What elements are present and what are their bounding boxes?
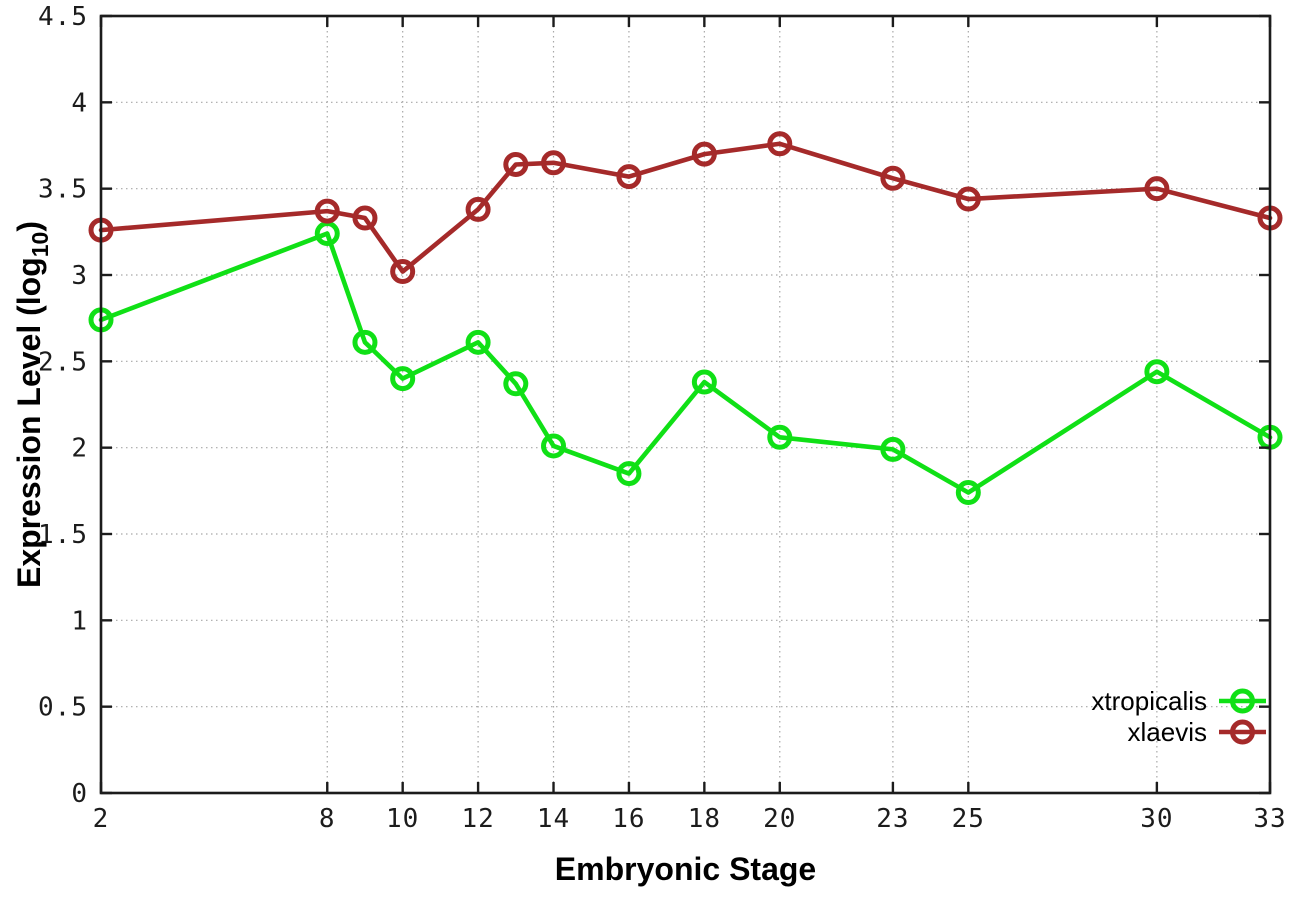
x-tick-label: 14 xyxy=(537,804,570,834)
legend-label-xtropicalis: xtropicalis xyxy=(1091,686,1207,716)
data-point-xtropicalis xyxy=(955,480,981,506)
data-point-xlaevis xyxy=(465,196,491,222)
data-point-xtropicalis xyxy=(541,433,567,459)
data-point-xtropicalis xyxy=(503,371,529,397)
data-point-xlaevis xyxy=(616,164,642,190)
data-point-xlaevis xyxy=(880,165,906,191)
data-point-xlaevis xyxy=(1144,176,1170,202)
data-point-xlaevis xyxy=(390,259,416,285)
data-point-xtropicalis xyxy=(691,369,717,395)
data-point-xtropicalis xyxy=(767,424,793,450)
data-point-xlaevis xyxy=(955,186,981,212)
data-point-xlaevis xyxy=(541,150,567,176)
data-point-xtropicalis xyxy=(352,329,378,355)
legend-marker-xtropicalis xyxy=(1230,688,1255,714)
data-point-xlaevis xyxy=(503,151,529,177)
plot-border xyxy=(99,14,1272,795)
y-tick-label: 4 xyxy=(71,88,88,118)
data-point-xtropicalis xyxy=(465,329,491,355)
data-point-xlaevis xyxy=(691,141,717,167)
y-tick-label: 1 xyxy=(71,606,88,636)
y-tick-label: 3.5 xyxy=(38,175,88,205)
legend-entry-xtropicalis: xtropicalis xyxy=(1091,686,1266,716)
x-tick-label: 8 xyxy=(319,804,336,834)
data-point-xtropicalis xyxy=(390,366,416,392)
y-axis-title: Expression Level (log10) xyxy=(11,221,53,588)
x-tick-label: 10 xyxy=(386,804,419,834)
data-point-xlaevis xyxy=(314,198,340,224)
y-tick-label: 2 xyxy=(71,434,88,464)
y-tick-label: 1.5 xyxy=(38,520,88,550)
y-tick-label: 4.5 xyxy=(38,2,88,32)
x-tick-label: 20 xyxy=(763,804,796,834)
y-tick-label: 0 xyxy=(71,779,88,809)
tick-marks xyxy=(99,14,1272,795)
data-point-xlaevis xyxy=(767,131,793,157)
legend-label-xlaevis: xlaevis xyxy=(1128,717,1207,747)
x-tick-label: 16 xyxy=(612,804,645,834)
legend-marker-xlaevis xyxy=(1230,719,1255,745)
data-point-xtropicalis xyxy=(616,461,642,487)
y-tick-label: 3 xyxy=(71,261,88,291)
x-tick-label: 2 xyxy=(93,804,110,834)
data-point-xtropicalis xyxy=(880,436,906,462)
y-tick-label: 2.5 xyxy=(38,347,88,377)
x-axis-title: Embryonic Stage xyxy=(555,851,816,887)
x-tick-label: 30 xyxy=(1140,804,1173,834)
x-tick-label: 12 xyxy=(461,804,494,834)
data-point-xlaevis xyxy=(352,205,378,231)
x-tick-label: 18 xyxy=(688,804,721,834)
x-tick-label: 25 xyxy=(952,804,985,834)
x-tick-label: 23 xyxy=(876,804,909,834)
data-point-xtropicalis xyxy=(1144,359,1170,385)
x-tick-label: 33 xyxy=(1253,804,1286,834)
y-tick-label: 0.5 xyxy=(38,693,88,723)
legend-entry-xlaevis: xlaevis xyxy=(1128,717,1266,747)
